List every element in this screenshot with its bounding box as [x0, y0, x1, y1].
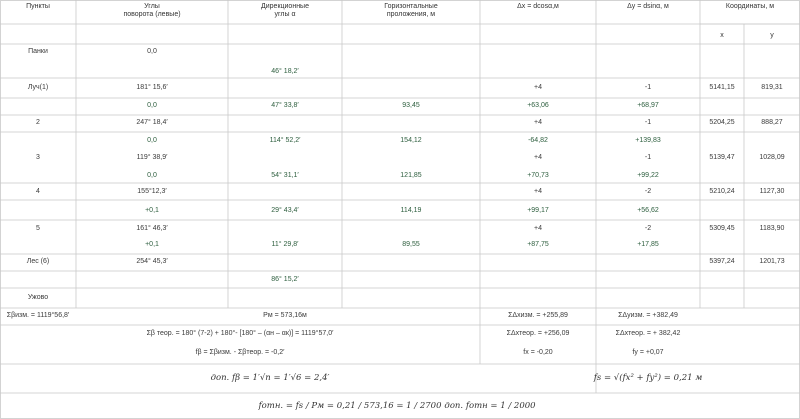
f-x: fx = -0,20 — [523, 349, 553, 356]
header-x: x — [720, 32, 724, 39]
sum-dx-theoretical: ΣΔxтеор. = +256,09 — [506, 330, 570, 337]
point-name: 4 — [36, 188, 40, 195]
header-horizontal-line1: Горизонтальные — [384, 3, 438, 10]
dx-correction: +4 — [534, 84, 542, 91]
header-points: Пункты — [26, 3, 50, 10]
dy-value: +17,85 — [637, 241, 659, 248]
dx-value: +70,73 — [527, 172, 549, 179]
allowed-f-beta: доп. fβ = 1′√n = 1′√6 = 2,4′ — [210, 373, 330, 383]
coord-y: 1028,09 — [759, 154, 785, 161]
header-direction-line2: углы α — [274, 11, 296, 18]
allowed-f-relative: доп. fотн = 1 / 2000 — [444, 401, 536, 411]
direction-angle: 47° 33,8′ — [271, 102, 299, 109]
angle-value: 155°12,3′ — [137, 188, 167, 195]
horizontal-distance: 114,19 — [400, 207, 422, 214]
header-dx: Δx = dcosα,м — [517, 3, 559, 10]
direction-angle: 29° 43,4′ — [271, 207, 299, 214]
point-name: Ужово — [27, 294, 49, 301]
angle-correction: +0,1 — [145, 241, 159, 248]
header-y: y — [770, 32, 774, 39]
dy-value: +99,22 — [637, 172, 659, 179]
angle-value: 161° 46,3′ — [136, 225, 168, 232]
dx-correction: +4 — [534, 188, 542, 195]
header-angles-line2: поворота (левые) — [123, 11, 181, 18]
coord-y: 819,31 — [761, 84, 783, 91]
angle-correction: 0,0 — [147, 137, 157, 144]
dy-correction: -2 — [644, 225, 652, 232]
header-dy: Δy = dsinα, м — [627, 3, 669, 10]
sum-beta-measured: Σβизм. = 1119°56,8′ — [6, 312, 70, 319]
f-s: fs = √(fx² + fy²) = 0,21 м — [593, 373, 703, 383]
dx-value: +99,17 — [527, 207, 549, 214]
coord-x: 5139,47 — [709, 154, 735, 161]
horizontal-distance: 154,12 — [400, 137, 422, 144]
point-name: 2 — [36, 119, 40, 126]
angle-value: 247° 18,4′ — [136, 119, 168, 126]
angle-value: 254° 45,3′ — [136, 258, 168, 265]
dy-value: +56,62 — [637, 207, 659, 214]
coord-x: 5309,45 — [709, 225, 735, 232]
coord-y: 1183,90 — [759, 225, 785, 232]
sum-dx-measured: ΣΔxизм. = +255,89 — [508, 312, 568, 319]
dy-value: +139,83 — [635, 137, 661, 144]
point-name: 3 — [36, 154, 40, 161]
direction-angle: 54° 31,1′ — [271, 172, 299, 179]
f-beta: fβ = Σβизм. - Σβтеор. = -0,2′ — [195, 349, 285, 356]
dy-correction: -1 — [644, 84, 652, 91]
dy-correction: -1 — [644, 119, 652, 126]
horizontal-distance: 121,85 — [400, 172, 422, 179]
sum-dy-measured: ΣΔyизм. = +382,49 — [618, 312, 678, 319]
dx-value: -64,82 — [528, 137, 548, 144]
sum-beta-theoretical: Σβ теор. = 180° (7-2) + 180°- [180° – (α… — [146, 330, 334, 337]
f-relative: fотн. = fs / Pм = 0,21 / 573,16 = 1 / 27… — [258, 401, 442, 411]
coord-y: 1201,73 — [759, 258, 785, 265]
angle-value: 0,0 — [147, 48, 157, 55]
point-name: 5 — [36, 225, 40, 232]
horizontal-distance: 93,45 — [402, 102, 420, 109]
dx-value: +87,75 — [527, 241, 549, 248]
coord-x: 5141,15 — [709, 84, 735, 91]
header-direction-line1: Дирекционные — [261, 3, 309, 10]
direction-angle: 86° 15,2′ — [271, 276, 299, 283]
coord-x: 5210,24 — [709, 188, 735, 195]
angle-value: 181° 15,6′ — [136, 84, 168, 91]
perimeter: Рм = 573,16м — [263, 312, 307, 319]
f-y: fy = +0,07 — [632, 349, 664, 356]
coord-y: 888,27 — [761, 119, 783, 126]
direction-angle: 114° 52,2′ — [269, 137, 301, 144]
point-name: Панки — [28, 48, 48, 55]
angle-correction: 0,0 — [147, 172, 157, 179]
header-angles-line1: Углы — [144, 3, 160, 10]
point-name: Лес (6) — [26, 258, 50, 265]
sum-dy-theoretical: ΣΔxтеор. = + 382,42 — [615, 330, 681, 337]
coord-x: 5204,25 — [709, 119, 735, 126]
dy-value: +68,97 — [637, 102, 659, 109]
header-horizontal-line2: проложения, м — [386, 11, 436, 18]
dx-correction: +4 — [534, 225, 542, 232]
point-name: Луч(1) — [27, 84, 49, 91]
angle-correction: 0,0 — [147, 102, 157, 109]
direction-angle: 11° 29,8′ — [271, 241, 299, 248]
dx-correction: +4 — [534, 154, 542, 161]
angle-value: 119° 38,9′ — [136, 154, 168, 161]
dx-correction: +4 — [534, 119, 542, 126]
dx-value: +63,06 — [527, 102, 549, 109]
dy-correction: -1 — [644, 154, 652, 161]
coord-x: 5397,24 — [709, 258, 735, 265]
angle-correction: +0,1 — [145, 207, 159, 214]
header-coordinates: Координаты, м — [725, 3, 775, 10]
dy-correction: -2 — [644, 188, 652, 195]
horizontal-distance: 89,55 — [402, 241, 420, 248]
direction-angle: 46° 18,2′ — [271, 68, 299, 75]
coord-y: 1127,30 — [759, 188, 785, 195]
